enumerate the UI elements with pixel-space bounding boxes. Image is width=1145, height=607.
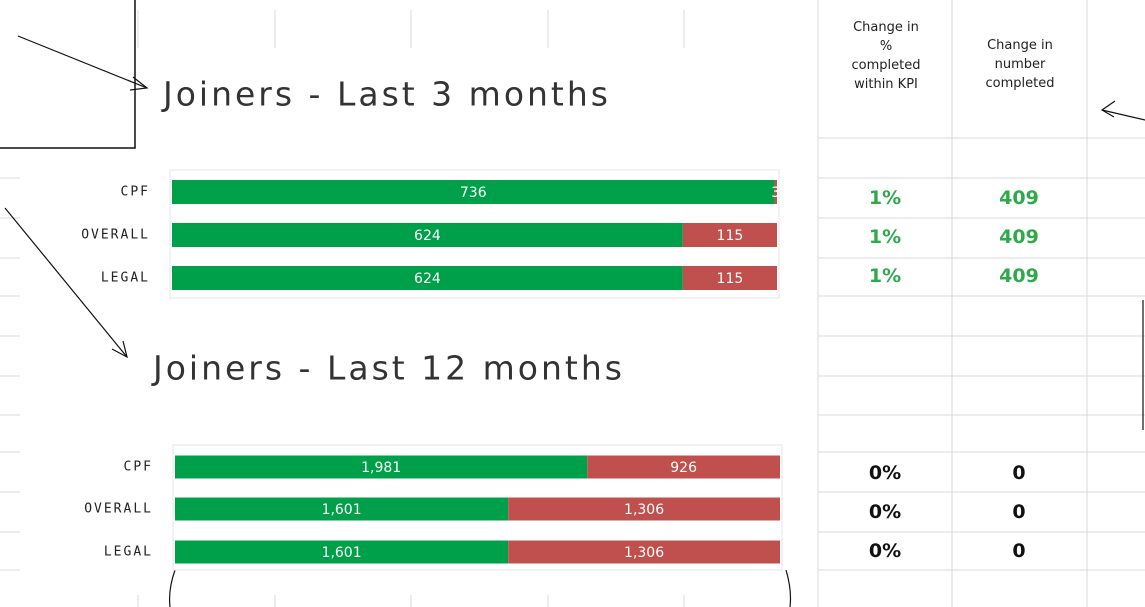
bar-segment (682, 223, 777, 247)
category-label: LEGAL (104, 545, 153, 560)
data-label: 1,306 (624, 545, 664, 561)
data-label: 115 (717, 271, 744, 287)
bar-segment (172, 223, 683, 247)
column-header: Change in % completed within KPI (851, 20, 921, 92)
bars: 736 3 624 115 624 115 (172, 180, 780, 290)
category-label: CPF (121, 185, 150, 200)
table-cell: 0 (1012, 462, 1026, 484)
data-label: 1,981 (361, 460, 401, 476)
chart-title: Joiners - Last 12 months (151, 349, 625, 388)
table-cell: 1% (868, 187, 902, 209)
table-cell: 409 (999, 265, 1039, 287)
bar-segment (774, 180, 777, 204)
bar-segment (508, 497, 780, 521)
bar-segment (175, 455, 588, 479)
category-label: OVERALL (81, 228, 150, 243)
table-cell: 1% (868, 226, 902, 248)
bar-segment (682, 266, 777, 290)
data-label: 624 (414, 228, 441, 244)
data-label: 736 (460, 185, 487, 201)
bar-segment (175, 540, 509, 564)
bar-segment (508, 540, 780, 564)
data-label: 1,601 (322, 545, 362, 561)
data-label: 624 (414, 271, 441, 287)
data-label: 1,306 (624, 502, 664, 518)
bar-segment (172, 266, 683, 290)
category-label: OVERALL (84, 502, 153, 517)
table-cell: 409 (999, 187, 1039, 209)
bar-segment (175, 497, 509, 521)
data-label: 3 (771, 185, 780, 201)
category-label: CPF (124, 460, 153, 475)
annotation-arrows (4, 35, 1145, 607)
table-cell: 0 (1012, 501, 1026, 523)
chart-title: Joiners - Last 3 months (161, 75, 611, 114)
table-cell: 0% (868, 501, 902, 523)
table-cell: 1% (868, 265, 902, 287)
data-label: 1,601 (322, 502, 362, 518)
table-cell: 0% (868, 462, 902, 484)
table-cell: 0% (868, 540, 902, 562)
column-header: Change in number completed (985, 38, 1055, 91)
annotation-box (0, 0, 136, 149)
data-label: 926 (670, 460, 697, 476)
table-cell: 0 (1012, 540, 1026, 562)
bar-segment (172, 180, 775, 204)
bar-segment (587, 455, 780, 479)
table-cell: 409 (999, 226, 1039, 248)
bars: 1,981 926 1,601 1,306 1,601 1,306 (175, 455, 780, 564)
category-label: LEGAL (101, 271, 150, 286)
data-label: 115 (717, 228, 744, 244)
